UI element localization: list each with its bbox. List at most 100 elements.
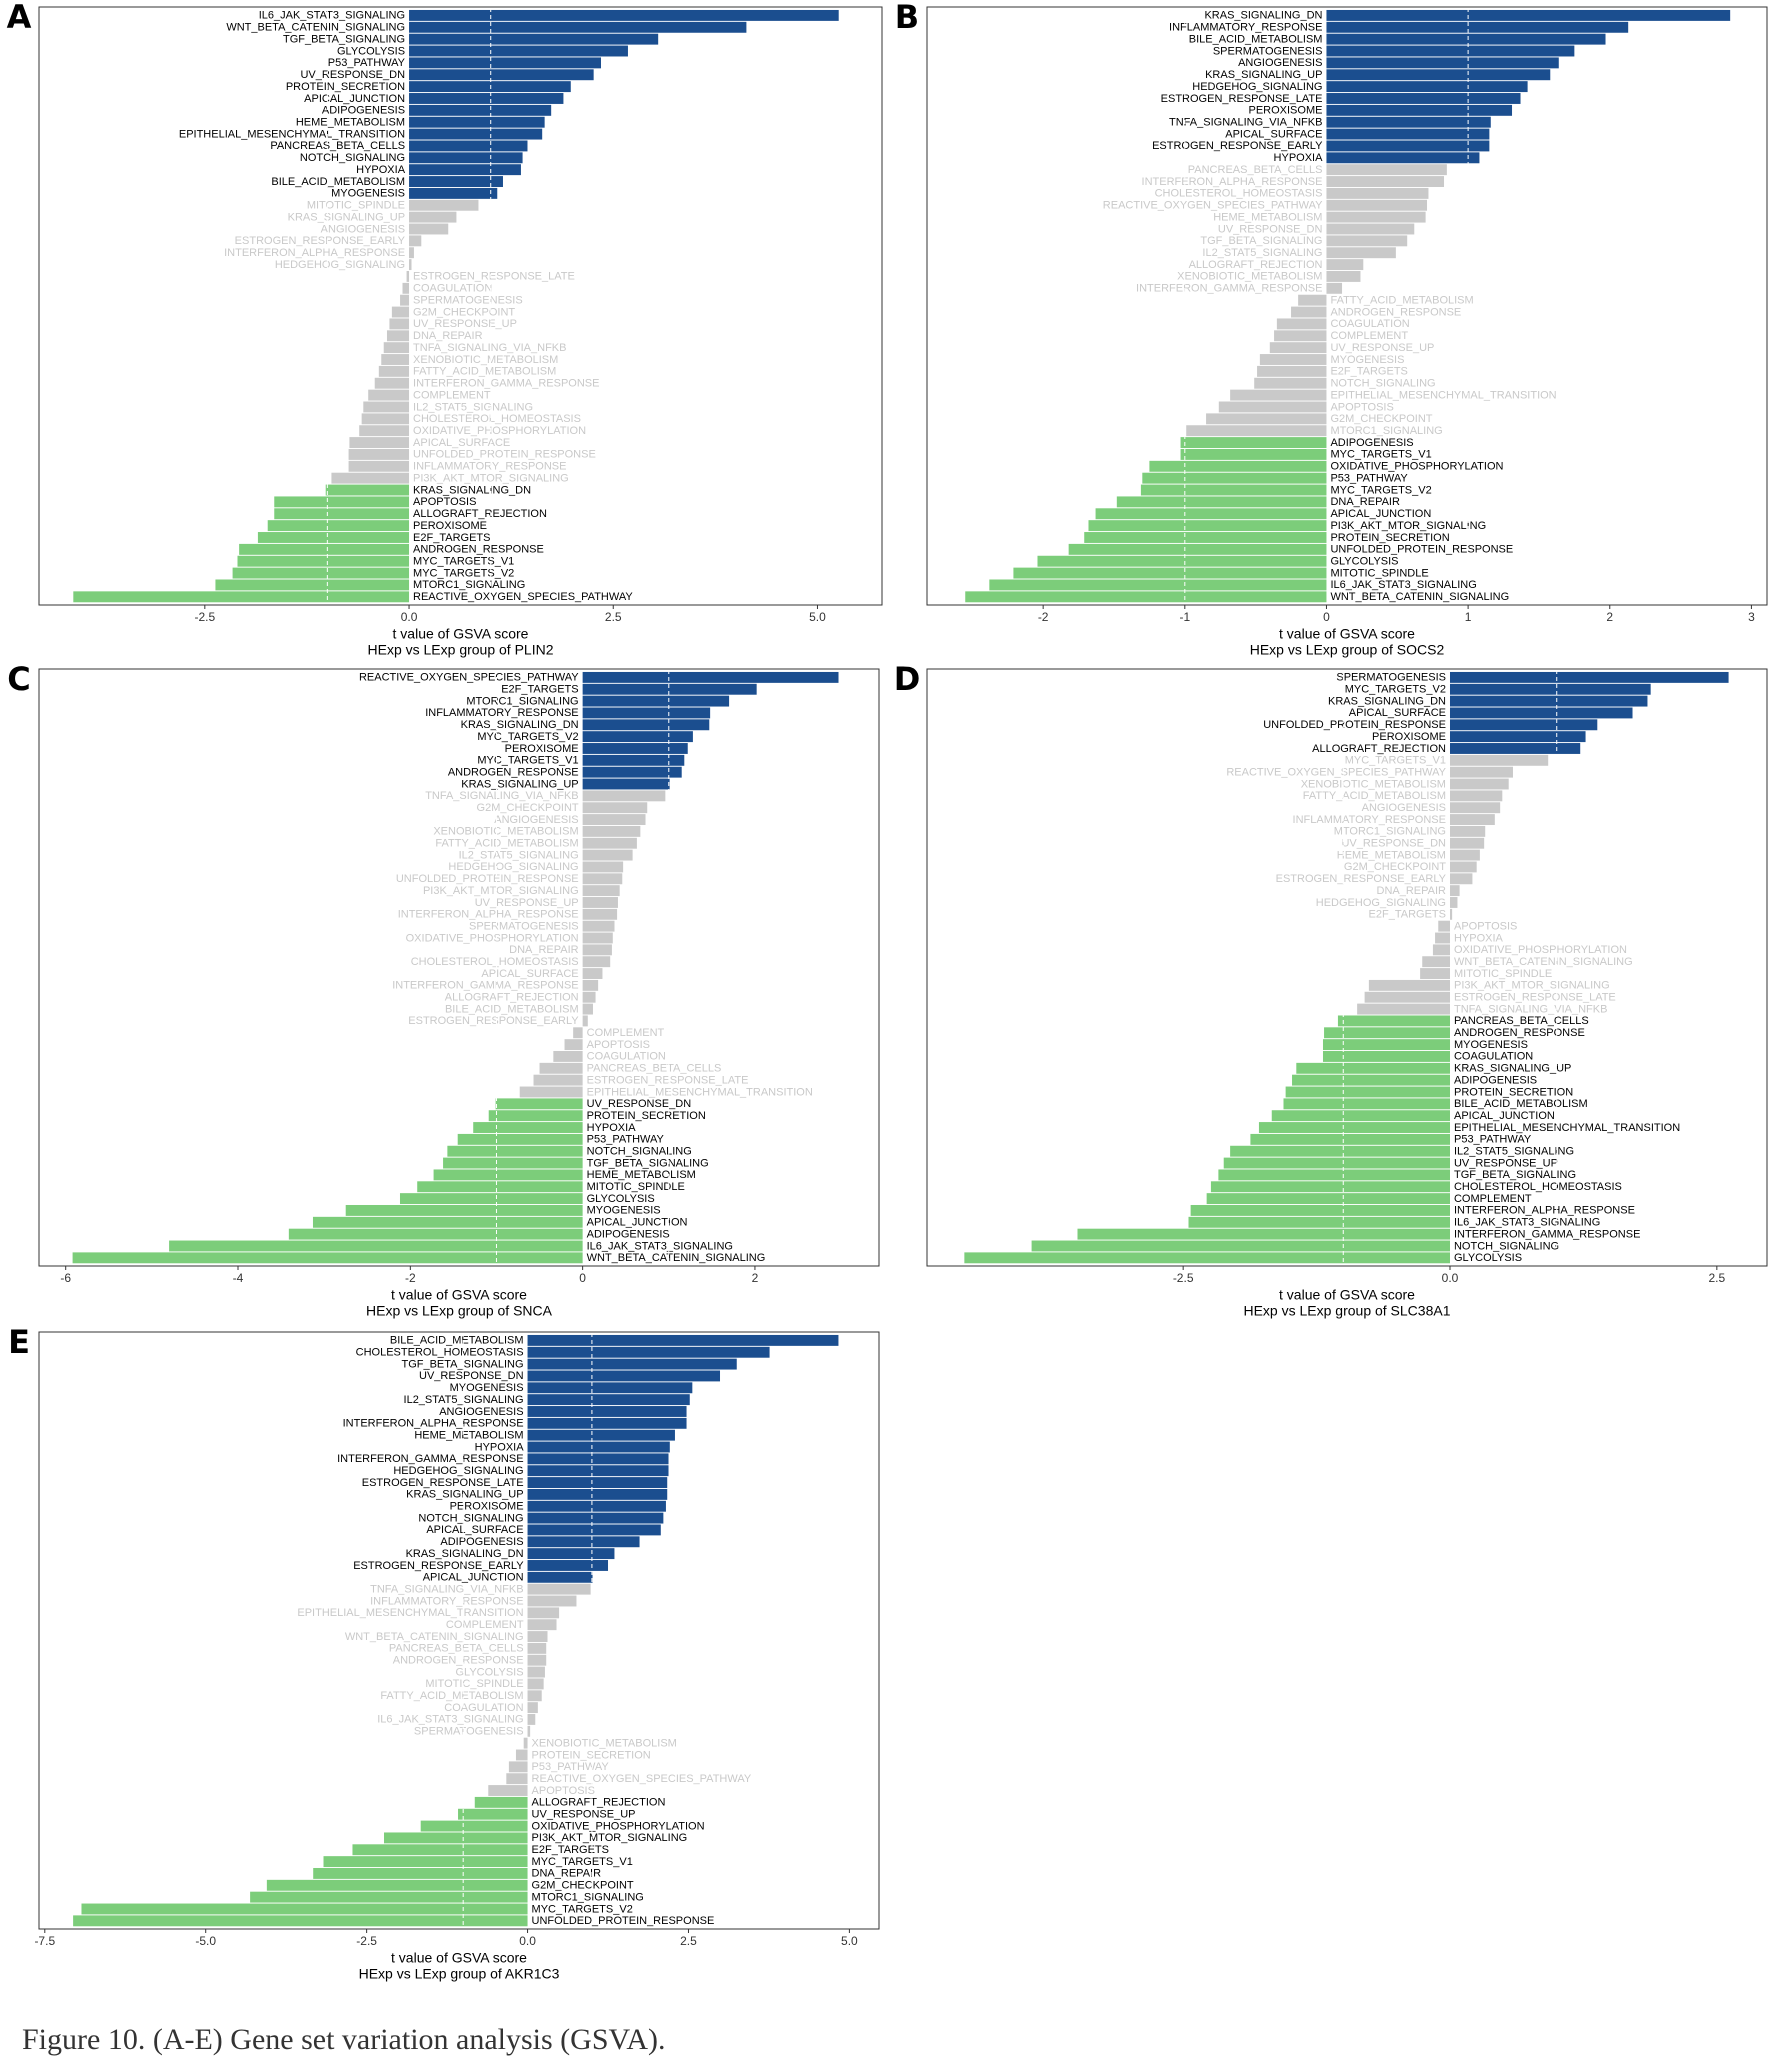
category-label: UV_RESPONSE_UP <box>413 318 517 330</box>
category-label: FATTY_ACID_METABOLISM <box>1303 790 1446 802</box>
bar <box>349 437 410 449</box>
category-label: CHOLESTEROL_HOMEOSTASIS <box>411 956 579 968</box>
category-label: DNA_REPAIR <box>413 330 483 342</box>
bar <box>1449 897 1458 908</box>
category-label: MYC_TARGETS_V1 <box>477 755 578 767</box>
bar <box>274 508 410 520</box>
category-label: ESTROGEN_RESPONSE_EARLY <box>1152 140 1323 152</box>
bar <box>1326 187 1429 199</box>
x-tick-label: 2.5 <box>605 610 622 624</box>
bar <box>582 920 615 932</box>
category-label: PEROXISOME <box>1372 731 1446 743</box>
category-label: UV_RESPONSE_UP <box>1454 1157 1558 1169</box>
category-label: XENOBIOTIC_METABOLISM <box>1301 778 1446 790</box>
category-label: APOPTOSIS <box>587 1039 650 1051</box>
category-label: WNT_BETA_CATENIN_SIGNALING <box>1454 956 1633 968</box>
category-label: APICAL_SURFACE <box>1349 707 1446 719</box>
x-tick-label: -2 <box>1038 610 1049 624</box>
category-label: P53_PATHWAY <box>532 1761 610 1773</box>
x-axis-subtitle: HExp vs LExp group of SOCS2 <box>1250 642 1445 658</box>
bar <box>527 1654 547 1666</box>
bar <box>1449 837 1485 849</box>
bar <box>488 1110 583 1122</box>
category-label: ESTROGEN_RESPONSE_LATE <box>587 1074 749 1086</box>
category-label: PANCREAS_BETA_CELLS <box>1454 1015 1589 1027</box>
category-label: MYC_TARGETS_V2 <box>1330 484 1431 496</box>
bar <box>527 1725 531 1737</box>
category-label: PANCREAS_BETA_CELLS <box>1188 164 1323 176</box>
bar <box>582 1003 593 1015</box>
bar <box>409 164 521 176</box>
bar <box>443 1157 583 1169</box>
bar <box>582 731 693 743</box>
bar <box>1435 932 1450 944</box>
bar <box>582 743 688 754</box>
category-label: P53_PATHWAY <box>328 57 406 69</box>
bar <box>582 968 603 979</box>
bar <box>989 579 1327 591</box>
bar <box>582 861 624 873</box>
bar <box>1326 270 1361 282</box>
category-label: INFLAMMATORY_RESPONSE <box>1169 22 1322 34</box>
bar <box>1326 33 1606 45</box>
bar <box>508 1761 528 1773</box>
bar <box>1449 743 1581 754</box>
bar <box>582 932 613 944</box>
bar <box>1326 9 1731 21</box>
bar <box>527 1583 591 1595</box>
category-label: TGF_BETA_SIGNALING <box>283 33 405 45</box>
bar <box>409 69 594 81</box>
category-label: ESTROGEN_RESPONSE_EARLY <box>1276 873 1447 885</box>
category-label: KRAS_SIGNALING_DN <box>406 1548 524 1560</box>
category-label: ANGIOGENESIS <box>1238 57 1322 69</box>
bar <box>1326 176 1445 187</box>
category-label: MYC_TARGETS_V2 <box>413 567 514 579</box>
bar <box>1324 1027 1450 1039</box>
bar <box>1326 211 1426 223</box>
category-label: IL2_STAT5_SIGNALING <box>1202 247 1322 259</box>
category-label: BILE_ACID_METABOLISM <box>271 176 405 188</box>
category-label: HYPOXIA <box>475 1441 525 1453</box>
bar <box>1031 1240 1450 1252</box>
category-label: SPERMATOGENESIS <box>1336 672 1446 684</box>
category-label: KRAS_SIGNALING_UP <box>1205 69 1322 81</box>
category-label: ALLOGRAFT_REJECTION <box>1189 259 1323 271</box>
panel-label: C <box>7 660 30 698</box>
bar <box>361 413 410 425</box>
category-label: ALLOGRAFT_REJECTION <box>445 992 579 1004</box>
x-tick-label: -2.5 <box>194 610 215 624</box>
bar <box>409 247 414 259</box>
bar <box>1326 235 1408 247</box>
category-label: MYC_TARGETS_V1 <box>1330 449 1431 461</box>
bar <box>1449 908 1453 920</box>
caption: Figure 10. (A-E) Gene set variation anal… <box>22 2023 665 2056</box>
bar <box>409 199 479 211</box>
x-tick-label: -1 <box>1179 610 1190 624</box>
category-label: NOTCH_SIGNALING <box>587 1146 692 1158</box>
category-label: COAGULATION <box>587 1051 666 1063</box>
category-label: APICAL_JUNCTION <box>304 93 405 105</box>
category-label: UV_RESPONSE_DN <box>300 69 405 81</box>
category-label: APOPTOSIS <box>532 1785 595 1797</box>
bar <box>72 1252 583 1264</box>
category-label: DNA_REPAIR <box>1330 496 1400 508</box>
bar <box>1449 707 1633 719</box>
bar <box>409 93 564 104</box>
category-label: MTORC1_SIGNALING <box>532 1891 644 1903</box>
bar <box>359 425 410 437</box>
bar <box>582 695 730 707</box>
bar <box>1140 484 1327 496</box>
category-label: REACTIVE_OXYGEN_SPECIES_PATHWAY <box>413 591 633 603</box>
bar <box>1190 1204 1450 1216</box>
bar <box>1326 21 1629 33</box>
category-label: MYC_TARGETS_V1 <box>1345 755 1446 767</box>
category-label: MITOTIC_SPINDLE <box>1330 567 1428 579</box>
bar <box>582 885 620 897</box>
bar <box>527 1488 668 1500</box>
category-label: MYOGENESIS <box>1330 354 1404 366</box>
bar <box>274 496 410 508</box>
bar <box>409 176 503 187</box>
bar <box>527 1595 577 1607</box>
category-label: COMPLEMENT <box>587 1027 665 1039</box>
